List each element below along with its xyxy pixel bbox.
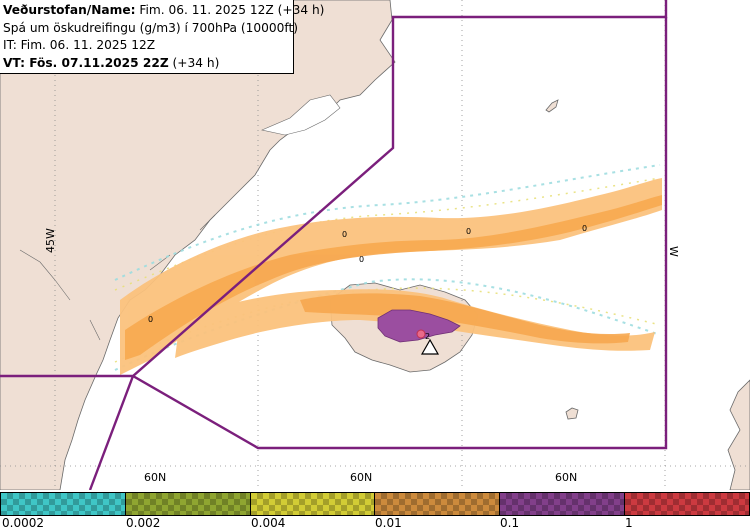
contour-label: 0 [148, 315, 153, 324]
contour-labels: 0 0 0 0 0 [148, 224, 587, 324]
fjord [261, 94, 341, 136]
legend-swatch [250, 492, 376, 516]
contour-label: 0 [582, 224, 587, 233]
contour-label: 0 [342, 230, 347, 239]
lat-label-60n: 60N [350, 471, 372, 484]
lat-label-60n: 60N [144, 471, 166, 484]
info-line-valid-value: (+34 h) [168, 55, 220, 70]
legend-swatch [125, 492, 251, 516]
contour-label: 0 [359, 255, 364, 264]
fir-boundary [0, 0, 668, 490]
legend-tick-label: 0.0002 [2, 516, 44, 530]
norway-land [727, 379, 750, 490]
coast-detail [19, 214, 216, 341]
jan-mayen-island [545, 99, 559, 113]
info-line-valid-label: VT: Fös. 07.11.2025 22Z [3, 55, 169, 70]
info-line-name: Veðurstofan/Name: Fim. 06. 11. 2025 12Z … [3, 2, 324, 20]
info-line-forecast: Spá um öskudreifingu (g/m3) í 700hPa (10… [3, 20, 298, 35]
forecast-info-box: Veðurstofan/Name: Fim. 06. 11. 2025 12Z … [0, 0, 324, 74]
ash-source-marker [416, 329, 426, 339]
info-line-name-value: Fim. 06. 11. 2025 12Z (+34 h) [135, 3, 325, 17]
legend-tick-label: 0.002 [126, 516, 161, 530]
legend-swatch [499, 492, 625, 516]
color-scale-legend: 0.0002 0.002 0.004 0.01 0.1 1 [0, 490, 750, 532]
ash-source-marker-label: 2 [425, 332, 430, 341]
info-line-name-label: Veðurstofan/Name: [3, 3, 136, 17]
legend-swatch [0, 492, 126, 516]
legend-tick-label: 1 [625, 516, 633, 530]
lon-label-45w: 45W [44, 228, 57, 253]
legend-swatch [624, 492, 750, 516]
legend-tick-label: 0.1 [500, 516, 520, 530]
lon-label-right: W [667, 246, 680, 257]
info-line-issue-time: IT: Fim. 06. 11. 2025 12Z [3, 38, 156, 52]
ash-high-concentration [377, 309, 461, 343]
lat-label-60n: 60N [555, 471, 577, 484]
ash-orange-core [125, 195, 662, 360]
info-line-valid-time: VT: Fös. 07.11.2025 22Z (+34 h) [3, 55, 293, 73]
faroe-islands [565, 407, 579, 420]
volcano-icon [420, 338, 440, 355]
contour-label: 0 [466, 227, 471, 236]
ash-dispersion-map: 2 0 0 0 0 0 45W W 60N 60N 60N [0, 0, 750, 490]
legend-swatch [374, 492, 500, 516]
legend-tick-label: 0.01 [375, 516, 402, 530]
legend-tick-label: 0.004 [251, 516, 286, 530]
